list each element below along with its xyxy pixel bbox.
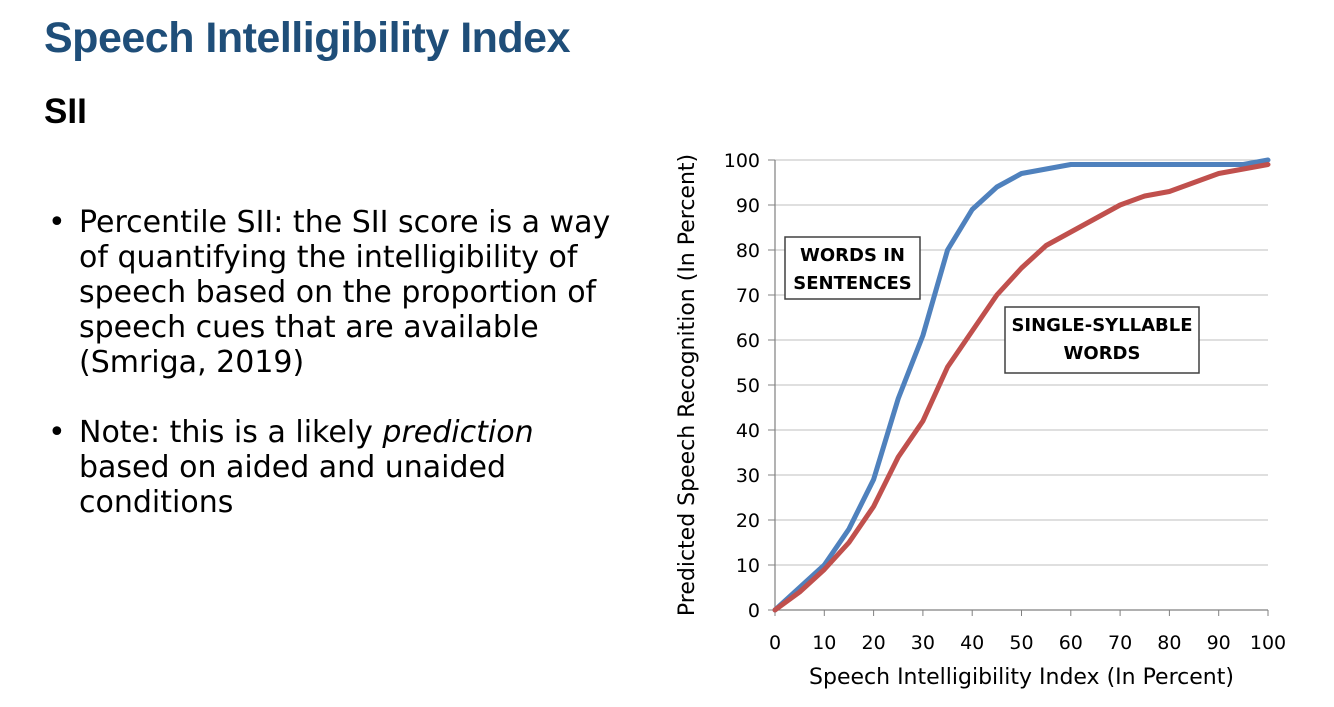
slide-subtitle: SII (44, 92, 87, 131)
y-tick-labels: 0 10 20 30 40 50 60 70 80 90 100 (724, 150, 760, 622)
data-point (1192, 163, 1196, 166)
y-tick-label: 100 (724, 150, 760, 172)
data-point (823, 568, 826, 571)
data-point (847, 541, 851, 544)
annotation-text: WORDS (1064, 343, 1141, 364)
y-tick-label: 60 (736, 330, 760, 352)
data-point (995, 185, 999, 189)
x-tick-labels: 0 10 20 30 40 50 60 70 80 90 100 (769, 632, 1286, 654)
data-point (1168, 190, 1171, 193)
data-point (1266, 163, 1270, 166)
data-point (798, 590, 801, 594)
bullet-text: Percentile SII: the SII score is a way o… (79, 205, 611, 380)
annotation-frame (784, 236, 921, 300)
data-point (921, 419, 925, 423)
y-tick-label: 10 (736, 555, 760, 577)
data-point (1020, 172, 1023, 175)
data-point (1217, 172, 1220, 175)
data-point (971, 329, 974, 333)
bullet-list: Percentile SII: the SII score is a way o… (48, 205, 628, 555)
data-point (1044, 167, 1048, 171)
data-point (1044, 244, 1048, 247)
data-point (897, 455, 900, 459)
x-tick-label: 90 (1207, 632, 1231, 654)
x-tick-label: 40 (960, 632, 984, 654)
data-point (946, 248, 949, 252)
y-tick-label: 90 (736, 195, 760, 217)
annotation-frame (1004, 306, 1200, 374)
annotation-box: WORDS IN SENTENCES (784, 236, 921, 300)
x-tick-label: 10 (812, 632, 836, 654)
data-point (1242, 163, 1245, 166)
x-tick-label: 100 (1250, 632, 1286, 654)
data-point (1118, 163, 1122, 166)
data-point (847, 527, 851, 531)
data-point (1168, 163, 1171, 166)
y-tick-label: 20 (736, 510, 760, 532)
data-point (1094, 217, 1097, 220)
annotation-box: SINGLE-SYLLABLE WORDS (1004, 306, 1200, 374)
data-point (921, 334, 925, 337)
x-tick-label: 80 (1157, 632, 1181, 654)
data-point (1069, 163, 1072, 166)
x-tick-label: 70 (1108, 632, 1132, 654)
line-chart: 0 10 20 30 40 50 60 70 80 90 100 0 10 20 30 40 50 60 70 80… (675, 150, 1286, 690)
bullet-text-after: based on aided and unaided conditions (79, 450, 507, 520)
x-tick-label: 0 (769, 632, 781, 654)
y-tick-label: 30 (736, 465, 760, 487)
annotation-text: WORDS IN (800, 245, 905, 266)
data-point (1143, 194, 1146, 198)
x-tick-label: 50 (1009, 632, 1033, 654)
y-tick-label: 80 (736, 240, 760, 262)
annotation-text: SENTENCES (793, 273, 911, 294)
bullet-emphasis: prediction (382, 415, 534, 450)
x-tick-label: 30 (911, 632, 935, 654)
data-point (971, 208, 974, 211)
y-tick-label: 50 (736, 375, 760, 397)
data-point (946, 365, 949, 369)
data-point (1094, 163, 1097, 166)
data-point (1192, 181, 1196, 184)
y-tick-label: 40 (736, 420, 760, 442)
data-point (1020, 266, 1023, 270)
annotation-text: SINGLE-SYLLABLE (1011, 315, 1192, 336)
bullet-item: Percentile SII: the SII score is a way o… (48, 205, 628, 380)
x-tick-label: 60 (1059, 632, 1083, 654)
chart-axes (768, 159, 1269, 616)
data-point (1069, 230, 1072, 234)
y-tick-label: 0 (748, 600, 760, 622)
data-point (1118, 203, 1122, 207)
chart-series (772, 157, 1271, 613)
data-point (897, 397, 900, 400)
data-point (995, 293, 999, 297)
data-point (872, 478, 875, 481)
data-point (1143, 163, 1146, 166)
slide-title: Speech Intelligibility Index (44, 14, 571, 62)
y-axis-label: Predicted Speech Recognition (In Percent… (675, 154, 700, 616)
y-tick-label: 70 (736, 285, 760, 307)
x-tick-label: 20 (862, 632, 886, 654)
data-point (1242, 167, 1245, 171)
bullet-item: Note: this is a likely prediction based … (48, 415, 628, 520)
data-point (773, 608, 777, 612)
x-axis-label: Speech Intelligibility Index (In Percent… (809, 665, 1234, 690)
bullet-text: Note: this is a likely (79, 415, 383, 450)
data-point (1217, 163, 1220, 166)
chart-annotations: WORDS IN SENTENCES SINGLE-SYLLABLE WORDS (784, 236, 1200, 374)
data-point (1266, 158, 1270, 162)
data-point (872, 505, 875, 508)
